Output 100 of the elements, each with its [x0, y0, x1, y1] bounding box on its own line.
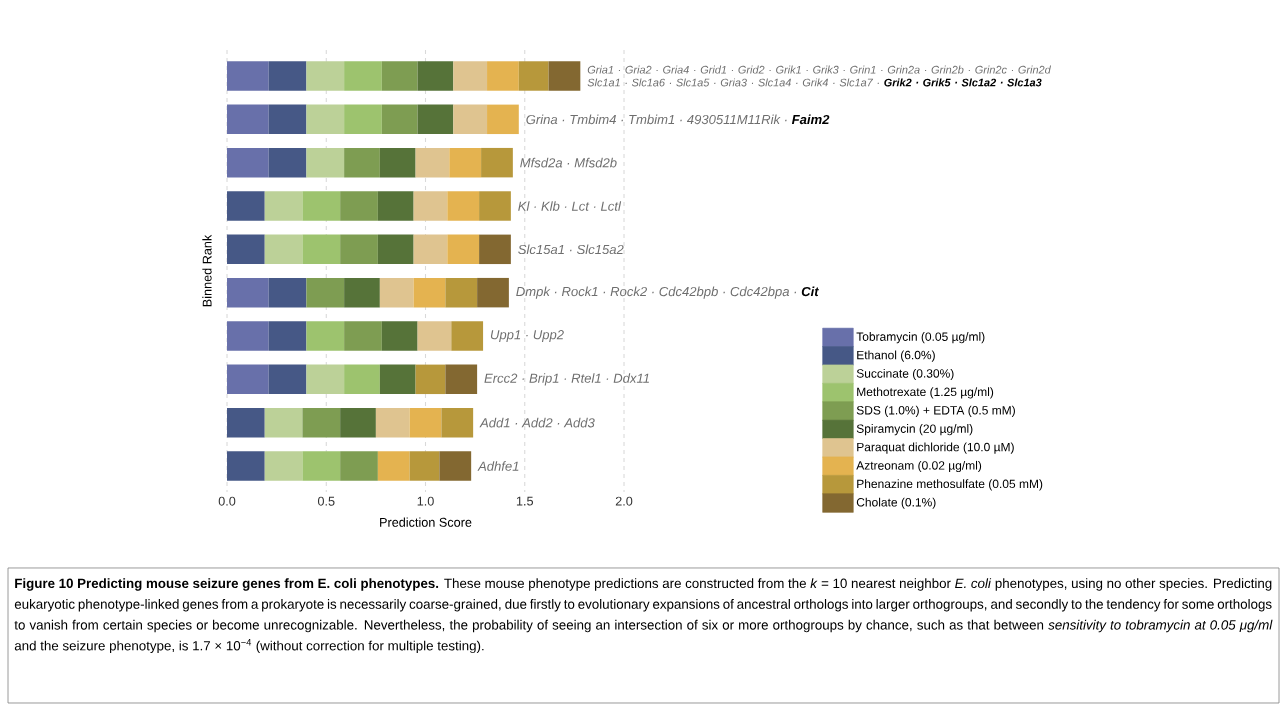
- x-tick-label: 1.5: [516, 496, 534, 506]
- bar: [344, 277, 380, 308]
- bar: [409, 407, 442, 438]
- x-tick-label: 2.0: [615, 496, 633, 506]
- bar: [379, 147, 416, 178]
- legend-label: Spiramycin (20 µg/ml): [856, 424, 973, 436]
- bar: [451, 321, 484, 351]
- legend-label: Methotrexate (1.25 µg/ml): [857, 387, 994, 399]
- bar: [302, 234, 341, 265]
- bar: [377, 191, 414, 221]
- bar: [340, 451, 378, 481]
- bar: [479, 191, 511, 221]
- legend-label: Cholate (0.1%): [856, 497, 936, 509]
- annotation: Ercc2 · Brip1 · Rtel1 · Ddx11: [484, 373, 649, 386]
- bar: [375, 407, 410, 438]
- bar: [379, 364, 416, 395]
- bar: [377, 234, 414, 265]
- legend-label: Succinate (0.30%): [856, 368, 954, 381]
- bar: [477, 277, 509, 308]
- bar: [268, 364, 307, 395]
- bar: [453, 104, 488, 135]
- annotation: Gria1 · Gria2 · Gria4 · Grid1 · Grid2 · Grik1 · Grik3 · Grin1 · Grin2a · Grin2b · Grin2c · Grin2d Slc1a1 · Slc1a6 · Slc1a5 · Gria3 · Slc1a4 · Grik4 · Slc1a7 · Grik2 · Grik5 · Slc1a2 · Slc1a3: [587, 65, 1052, 87]
- bar: [268, 147, 307, 178]
- bar: [264, 234, 303, 265]
- bar: [264, 191, 303, 221]
- bar: [340, 407, 376, 438]
- bar: [264, 407, 303, 438]
- bar: [344, 104, 382, 135]
- bar: [439, 451, 472, 481]
- annotation: Upp1 · Upp2: [490, 330, 564, 342]
- bar: [227, 61, 269, 91]
- bar: [344, 321, 382, 351]
- bar: [227, 321, 269, 351]
- x-tick-label: 1.0: [417, 496, 434, 506]
- bar: [227, 277, 269, 308]
- bar: [340, 191, 378, 221]
- bar: [487, 61, 519, 91]
- bar: [306, 277, 345, 308]
- x-axis-title: Prediction Score: [380, 517, 472, 527]
- annotation: Slc15a1 · Slc15a2: [518, 244, 624, 255]
- legend-label: Aztreonam (0.02 µg/ml): [856, 460, 982, 473]
- bar: [379, 277, 414, 308]
- bar: [481, 147, 513, 178]
- bar: [441, 407, 474, 438]
- bar: [227, 104, 269, 135]
- bar: [268, 277, 307, 308]
- bar: [447, 191, 480, 221]
- x-tick-label: 0.5: [317, 496, 335, 506]
- bar: [413, 234, 448, 265]
- bar: [306, 364, 345, 395]
- bar: [302, 407, 341, 438]
- bar: [227, 147, 269, 178]
- legend-label: Phenazine methosulfate (0.05 mM): [857, 479, 1043, 491]
- bar: [409, 451, 440, 481]
- bar: [415, 364, 446, 395]
- legend-label: Ethanol (6.0%): [857, 350, 935, 362]
- bar: [302, 191, 341, 221]
- annotation: Grina · Tmbim4 · Tmbim1 · 4930511M11Rik · Faim2: [526, 114, 830, 125]
- bar: [344, 61, 382, 91]
- bar: [447, 234, 480, 265]
- bar: [453, 61, 488, 91]
- bar: [445, 277, 478, 308]
- annotation: Mfsd2a · Mfsd2b: [520, 157, 617, 168]
- bar: [227, 407, 265, 438]
- bar: [377, 451, 410, 481]
- annotation: Dmpk · Rock1 · Rock2 · Cdc42bpb · Cdc42bpa · Cit: [516, 286, 820, 299]
- bar: [227, 191, 265, 221]
- bar: [340, 234, 378, 265]
- bar: [415, 147, 450, 178]
- bar: [417, 61, 454, 91]
- bar: [227, 451, 265, 481]
- bar: [268, 104, 307, 135]
- bar: [413, 191, 448, 221]
- bar: [413, 277, 446, 308]
- bar: [449, 147, 482, 178]
- annotation: Kl · Klb · Lct · Lctl: [518, 201, 622, 211]
- bar: [417, 104, 454, 135]
- legend-label: SDS (1.0%) + EDTA (0.5 mM): [856, 405, 1015, 417]
- x-tick-label: 0.0: [218, 496, 236, 506]
- bar: [306, 321, 345, 351]
- bar: [381, 321, 418, 351]
- bar: [487, 104, 519, 135]
- legend-label: Paraquat dichloride (10.0 µM): [857, 442, 1014, 454]
- bar: [268, 61, 307, 91]
- bar: [302, 451, 341, 481]
- bar: [548, 61, 581, 91]
- bar: [518, 61, 549, 91]
- bar: [445, 364, 478, 395]
- bar: [381, 104, 418, 135]
- bar: [268, 321, 307, 351]
- bar: [264, 451, 303, 481]
- bar: [344, 147, 380, 178]
- annotation: Add1 · Add2 · Add3: [479, 417, 595, 428]
- bar: [306, 61, 345, 91]
- bar: [417, 321, 452, 351]
- bar: [306, 104, 345, 135]
- bar: [479, 234, 511, 265]
- bar: [381, 61, 418, 91]
- annotation: Adhfe1: [477, 461, 519, 471]
- bar: [227, 364, 269, 395]
